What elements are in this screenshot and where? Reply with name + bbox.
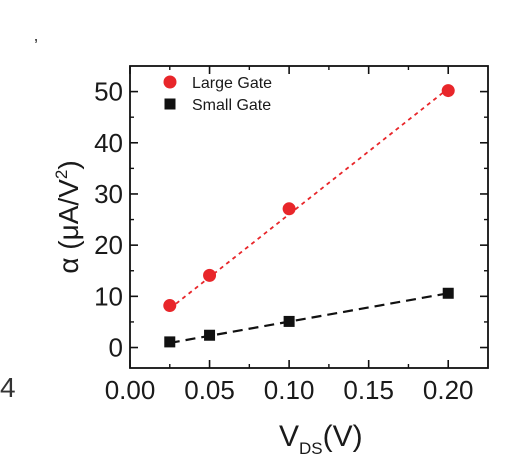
plot-frame — [129, 65, 489, 369]
y-tick-label: 20 — [94, 230, 123, 260]
x-tick-label: 0.00 — [105, 375, 156, 405]
legend-marker-large-gate — [163, 75, 177, 89]
y-tick-label: 30 — [94, 179, 123, 209]
stray-mark-top: ’ — [34, 36, 38, 56]
y-tick-label: 0 — [109, 333, 123, 363]
point-small-gate — [204, 329, 216, 341]
legend: Large Gate Small Gate — [163, 75, 272, 114]
point-large-gate — [282, 202, 296, 216]
x-tick-label: 0.20 — [423, 375, 474, 405]
point-small-gate — [283, 315, 295, 327]
point-large-gate — [441, 84, 455, 98]
data-points — [163, 84, 455, 348]
point-small-gate — [164, 336, 176, 348]
point-large-gate — [163, 299, 177, 313]
axis-ticks: 0.00 0.05 0.10 0.15 0.20 0 10 20 30 40 50 — [94, 66, 488, 405]
y-tick-label: 10 — [94, 281, 123, 311]
stray-mark-left: 4 — [0, 372, 16, 403]
x-tick-label: 0.10 — [264, 375, 315, 405]
x-tick-label: 0.15 — [343, 375, 394, 405]
plot-border — [129, 65, 489, 369]
point-small-gate — [442, 287, 454, 299]
y-axis-title: α (μA/V2) — [52, 160, 84, 273]
point-large-gate — [203, 268, 217, 282]
fit-line-large-gate — [169, 87, 449, 310]
y-tick-label: 50 — [94, 77, 123, 107]
x-axis-title: VDS(V) — [279, 420, 363, 458]
legend-marker-small-gate — [164, 98, 176, 110]
legend-label-large-gate: Large Gate — [192, 75, 272, 92]
y-tick-label: 40 — [94, 128, 123, 158]
x-tick-label: 0.05 — [184, 375, 235, 405]
legend-label-small-gate: Small Gate — [192, 97, 271, 114]
fit-lines — [169, 87, 449, 345]
